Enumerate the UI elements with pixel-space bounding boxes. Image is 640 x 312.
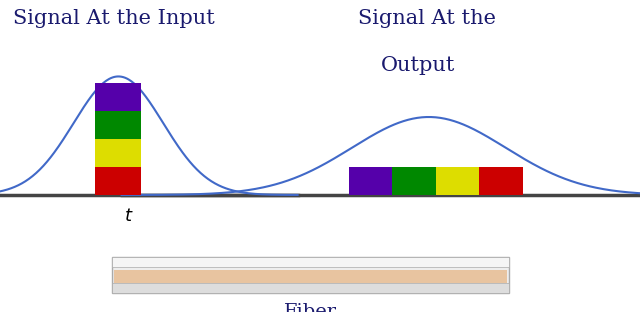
Bar — [112, 283, 509, 293]
Text: Output: Output — [381, 56, 455, 75]
Bar — [112, 257, 509, 267]
Text: Signal At the: Signal At the — [358, 9, 497, 28]
Text: Fiber: Fiber — [284, 303, 337, 312]
Bar — [479, 167, 523, 195]
Bar — [112, 257, 509, 293]
Bar — [95, 83, 141, 111]
Bar — [95, 139, 141, 167]
Bar — [392, 167, 436, 195]
Text: t: t — [125, 207, 132, 226]
Bar — [95, 111, 141, 139]
Bar — [114, 270, 507, 283]
Bar — [95, 167, 141, 195]
Text: Signal At the Input: Signal At the Input — [13, 9, 214, 28]
Bar — [349, 167, 392, 195]
Bar — [436, 167, 479, 195]
